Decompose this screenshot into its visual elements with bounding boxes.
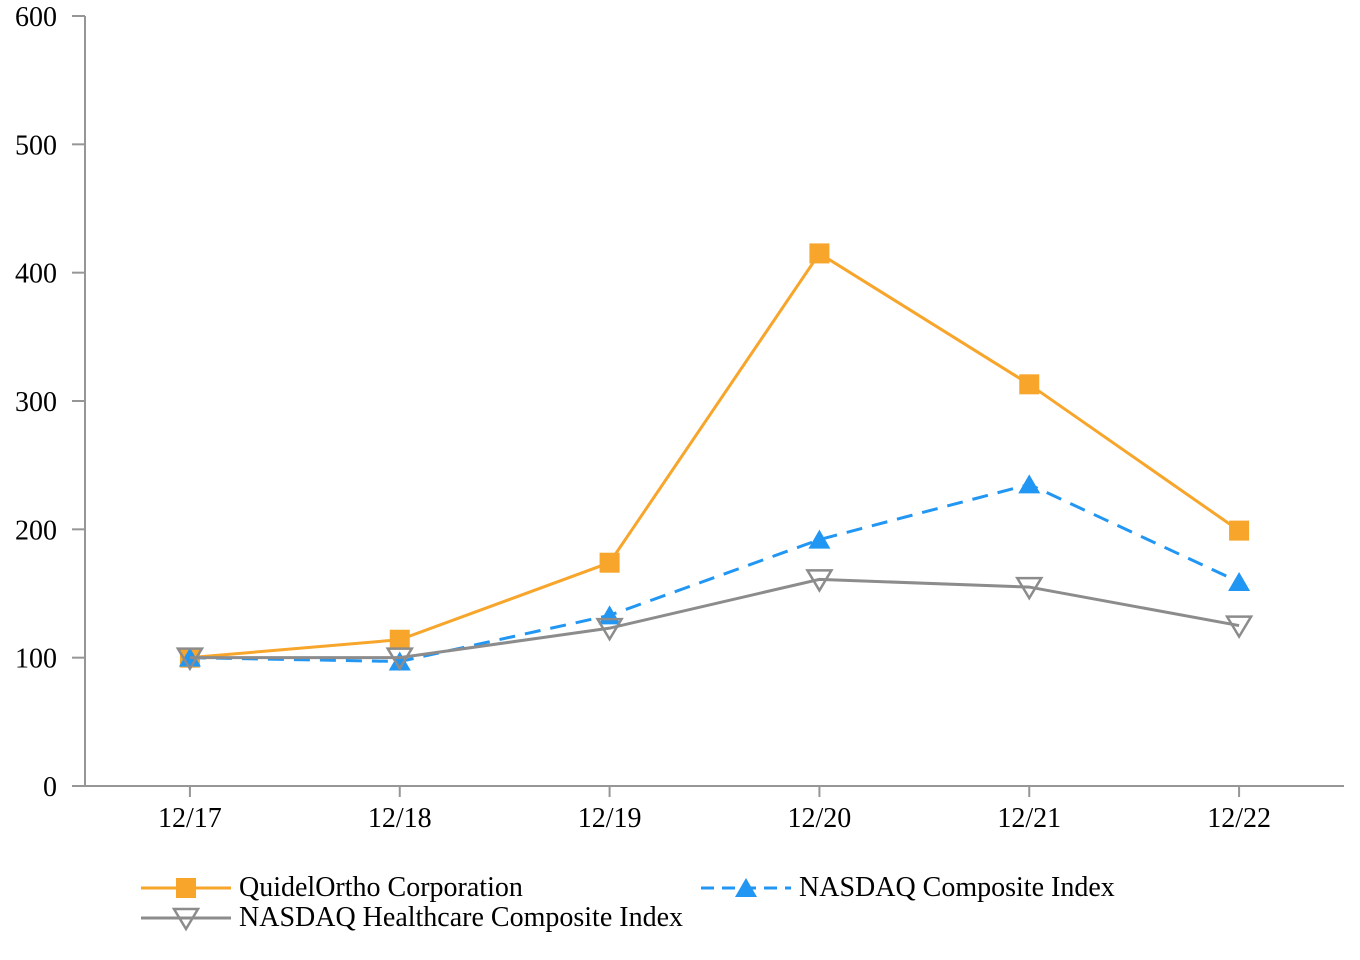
legend-label-nasdaq-healthcare-composite-index: NASDAQ Healthcare Composite Index — [239, 902, 684, 933]
series-marker-quidelortho-corporation-12-19 — [599, 552, 620, 573]
legend-label-nasdaq-composite-index: NASDAQ Composite Index — [799, 872, 1115, 903]
legend-swatch-marker-quidelortho-corporation — [176, 878, 196, 898]
y-axis-tick-label: 500 — [15, 130, 57, 161]
series-marker-nasdaq-healthcare-composite-index-12-17 — [175, 647, 205, 672]
y-axis-tick-label: 600 — [15, 2, 57, 33]
series-line-nasdaq-composite-index — [189, 482, 1240, 664]
x-axis-tick-label: 12/17 — [158, 803, 222, 834]
x-axis-tick-label: 12/20 — [788, 803, 852, 834]
series-marker-nasdaq-healthcare-composite-index-12-22 — [1224, 615, 1254, 640]
series-marker-quidelortho-corporation-12-21 — [1019, 374, 1040, 395]
legend-swatch-quidelortho-corporation — [141, 878, 231, 898]
series-marker-nasdaq-composite-index-12-19 — [598, 605, 621, 625]
y-axis-tick-label: 300 — [15, 387, 57, 418]
legend-item-nasdaq-healthcare-composite-index: NASDAQ Healthcare Composite Index — [140, 903, 683, 933]
legend-item-quidelortho-corporation: QuidelOrtho Corporation — [140, 873, 523, 903]
series-marker-nasdaq-composite-index-12-20 — [808, 529, 831, 549]
y-axis-tick-label: 400 — [15, 259, 57, 290]
legend-label-quidelortho-corporation: QuidelOrtho Corporation — [239, 872, 523, 903]
y-axis-tick-label: 200 — [15, 515, 57, 546]
x-axis-tick-label: 12/19 — [578, 803, 642, 834]
x-axis-tick-label: 12/18 — [368, 803, 432, 834]
series-marker-quidelortho-corporation-12-22 — [1229, 520, 1250, 541]
series-line-nasdaq-healthcare-composite-index — [189, 577, 1240, 660]
legend-item-nasdaq-composite-index: NASDAQ Composite Index — [700, 873, 1115, 903]
legend-swatch-nasdaq-healthcare-composite-index — [141, 907, 231, 932]
series-marker-nasdaq-healthcare-composite-index-12-19 — [595, 617, 624, 642]
legend-swatch-marker-nasdaq-composite-index — [735, 878, 757, 897]
legend-swatch-nasdaq-composite-index — [701, 878, 791, 897]
legend-swatch-marker-nasdaq-healthcare-composite-index — [171, 907, 201, 932]
series-marker-quidelortho-corporation-12-18 — [389, 629, 410, 650]
x-axis-tick-label: 12/21 — [997, 803, 1061, 834]
series-marker-quidelortho-corporation-12-20 — [809, 243, 830, 264]
series-marker-nasdaq-healthcare-composite-index-12-21 — [1015, 576, 1044, 601]
series-marker-nasdaq-composite-index-12-21 — [1018, 474, 1041, 494]
series-marker-nasdaq-composite-index-12-18 — [388, 651, 411, 671]
series-line-quidelortho-corporation — [189, 251, 1240, 660]
x-axis-tick-label: 12/22 — [1207, 803, 1271, 834]
y-axis-tick-label: 0 — [43, 772, 57, 803]
series-marker-nasdaq-healthcare-composite-index-12-20 — [805, 569, 834, 593]
series-marker-nasdaq-healthcare-composite-index-12-18 — [385, 647, 414, 672]
series-marker-nasdaq-composite-index-12-22 — [1228, 571, 1251, 591]
y-axis-tick-label: 100 — [15, 644, 57, 675]
